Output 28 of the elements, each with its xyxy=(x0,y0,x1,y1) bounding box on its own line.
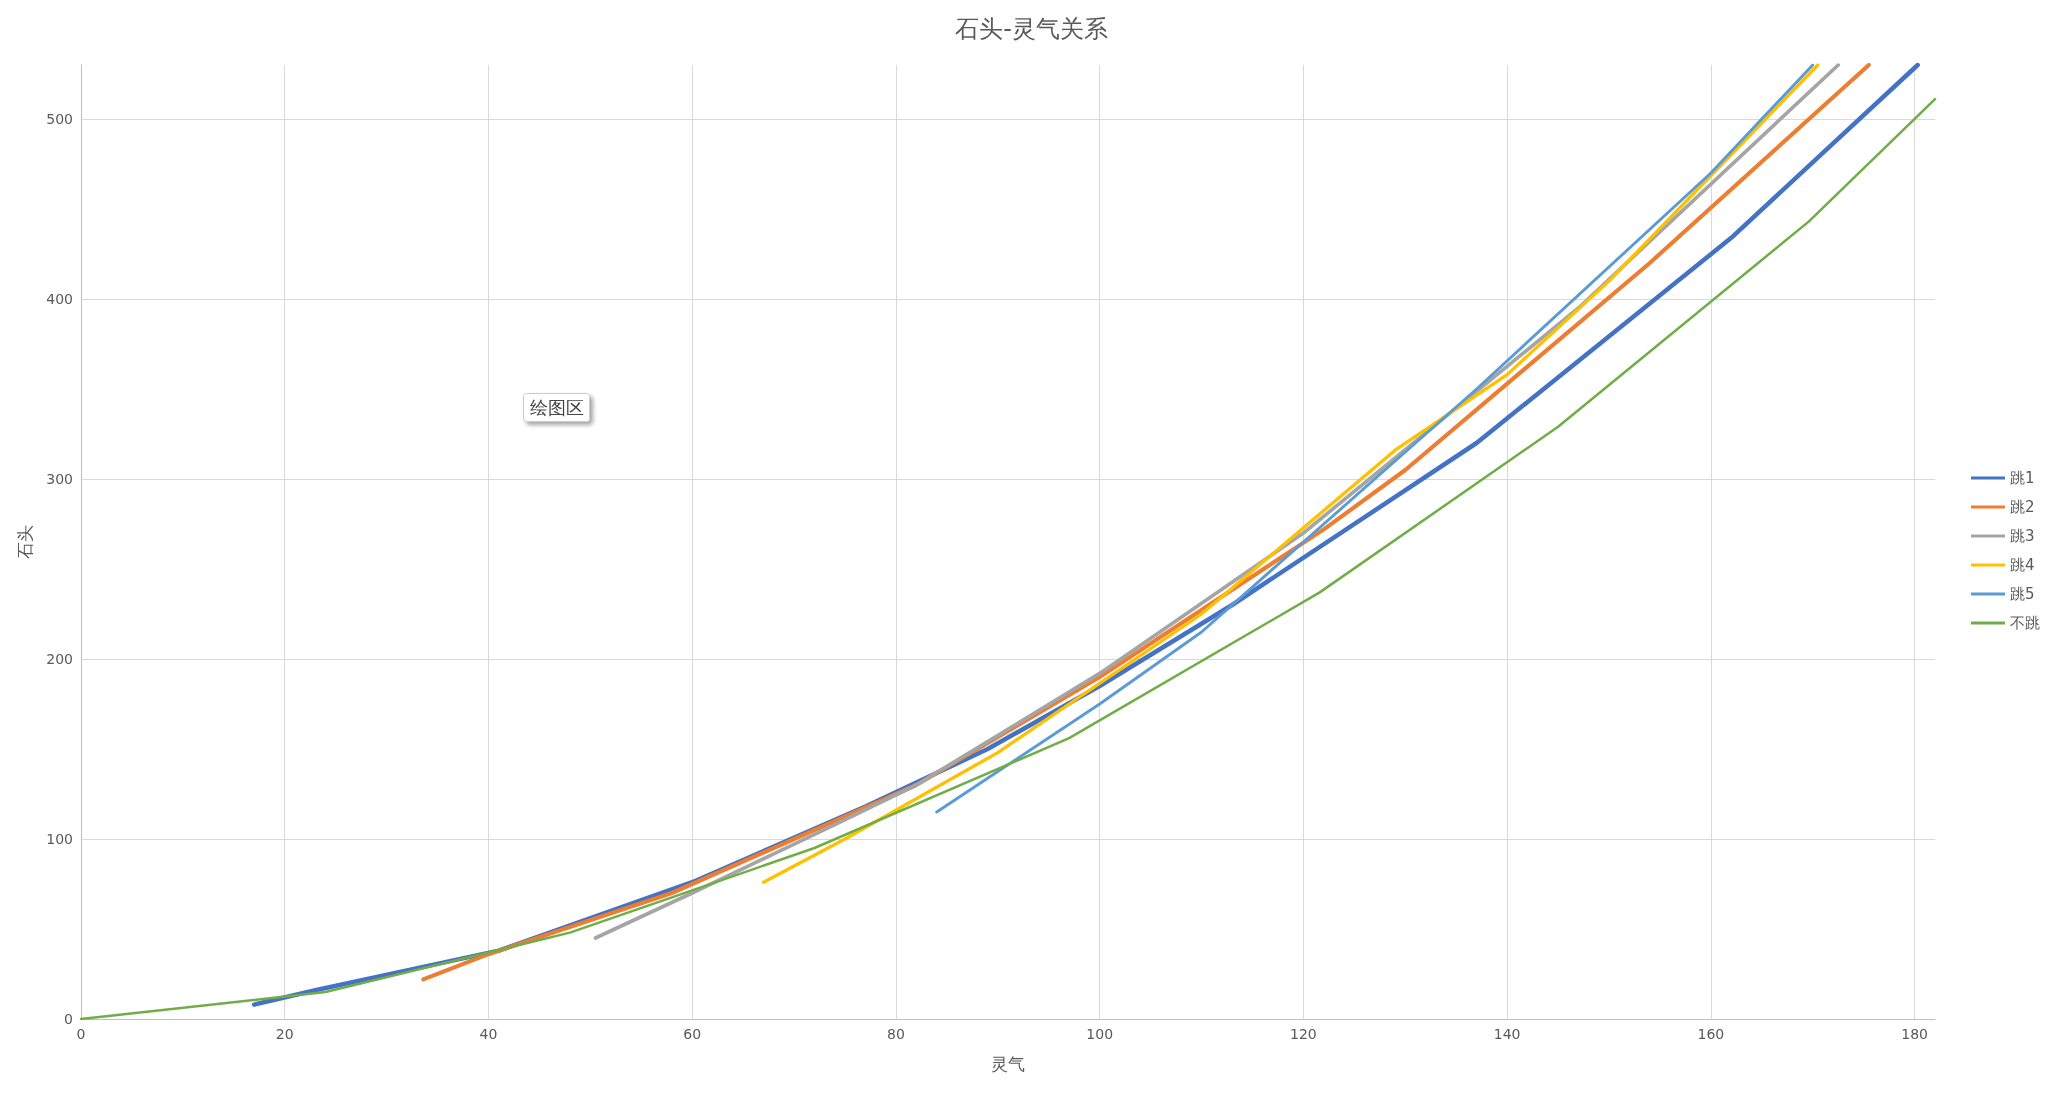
line-series xyxy=(761,63,1820,884)
x-tick-label: 140 xyxy=(1493,1026,1521,1042)
x-tick-label: 80 xyxy=(887,1026,905,1042)
x-axis-title: 灵气 xyxy=(991,1053,1025,1074)
x-tick-label: 60 xyxy=(683,1026,702,1042)
legend-label: 跳2 xyxy=(2010,498,2035,516)
legend-label: 不跳 xyxy=(2010,614,2040,632)
x-tick-label: 100 xyxy=(1086,1026,1114,1042)
legend-label: 跳4 xyxy=(2010,556,2035,574)
x-tick-label: 120 xyxy=(1290,1026,1317,1042)
line-series xyxy=(935,63,1815,814)
y-axis-title: 石头 xyxy=(14,525,35,559)
x-tick-label: 160 xyxy=(1697,1026,1725,1042)
y-tick-label: 200 xyxy=(46,651,73,667)
legend-label: 跳5 xyxy=(2010,585,2035,603)
legend-label: 跳1 xyxy=(2010,469,2035,487)
y-tick-label: 300 xyxy=(46,471,73,487)
y-tick-label: 400 xyxy=(46,291,73,307)
y-tick-label: 100 xyxy=(46,831,73,847)
chart-title: 石头-灵气关系 xyxy=(955,15,1108,43)
x-tick-label: 0 xyxy=(76,1026,86,1042)
y-tick-label: 0 xyxy=(64,1011,73,1027)
x-tick-label: 20 xyxy=(275,1026,294,1042)
x-tick-label: 180 xyxy=(1901,1026,1928,1042)
annotation: 绘图区 xyxy=(529,397,584,418)
legend-label: 跳3 xyxy=(2010,527,2035,545)
y-tick-label: 500 xyxy=(46,111,73,127)
x-tick-label: 40 xyxy=(479,1026,498,1042)
